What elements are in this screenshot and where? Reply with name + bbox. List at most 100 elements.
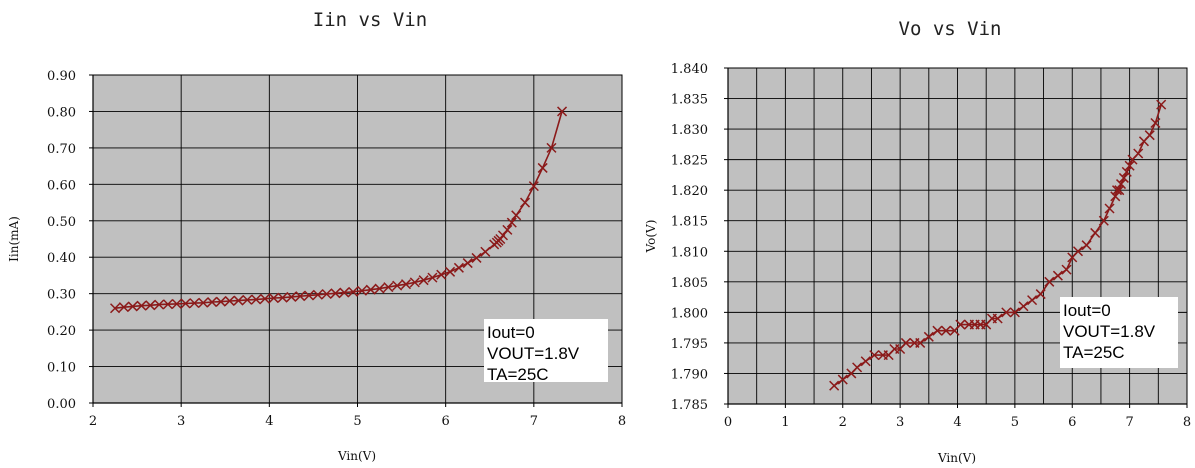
data-point <box>557 106 568 117</box>
data-point <box>215 296 226 307</box>
data-point <box>519 197 531 208</box>
data-point-marker <box>348 286 359 297</box>
data-point-marker <box>537 162 548 173</box>
data-point <box>1150 117 1161 129</box>
data-point-marker <box>502 224 513 235</box>
y-tick-label: 1.790 <box>671 367 708 382</box>
data-point-marker <box>1110 191 1121 202</box>
data-point-marker <box>365 284 376 295</box>
data-point <box>1027 295 1038 306</box>
data-point-marker <box>303 290 315 301</box>
x-tick-label: 4 <box>953 415 961 430</box>
data-point <box>860 356 871 367</box>
data-point-marker <box>206 297 218 308</box>
data-point <box>546 142 557 153</box>
data-point-marker <box>1111 185 1123 196</box>
x-axis-label: Vin(V) <box>937 451 976 465</box>
data-point <box>480 246 491 257</box>
data-point-marker <box>932 325 943 336</box>
data-point <box>277 292 288 303</box>
data-point <box>1009 307 1020 318</box>
data-point <box>180 298 191 309</box>
annotation-line: VOUT=1.8V <box>1063 322 1156 341</box>
data-point <box>1115 179 1127 190</box>
data-point <box>198 297 209 308</box>
data-point <box>321 289 332 300</box>
data-point-marker <box>1027 295 1038 306</box>
data-point <box>1018 301 1029 312</box>
data-point <box>852 362 863 373</box>
data-point-marker <box>992 313 1003 324</box>
data-point <box>1144 130 1155 141</box>
annotation-line: VOUT=1.8V <box>487 344 580 363</box>
data-point <box>462 258 473 269</box>
data-point-marker <box>259 293 270 304</box>
data-point-marker <box>224 295 235 306</box>
data-point-marker <box>268 293 279 304</box>
x-axis-label: Vin(V) <box>337 449 376 463</box>
data-point-marker <box>955 319 966 330</box>
y-tick-label: 0.80 <box>47 105 76 120</box>
data-point-marker <box>1098 215 1109 226</box>
y-tick-label: 1.825 <box>671 154 708 169</box>
data-point-marker <box>1009 307 1020 318</box>
x-tick-label: 2 <box>89 414 97 429</box>
y-tick-label: 1.840 <box>671 62 708 77</box>
data-point <box>1090 227 1101 238</box>
data-point <box>1061 264 1072 275</box>
data-point-marker <box>860 356 871 367</box>
data-point-marker <box>1144 130 1155 141</box>
data-point <box>383 282 394 293</box>
data-point <box>1035 289 1046 300</box>
data-point-marker <box>427 272 438 283</box>
data-point-marker <box>392 280 403 291</box>
data-point <box>453 262 464 273</box>
data-point <box>206 297 218 308</box>
data-point <box>1124 160 1135 171</box>
data-point <box>286 291 297 302</box>
data-point-marker <box>1118 172 1129 183</box>
data-point-marker <box>471 252 482 263</box>
data-point <box>1001 307 1012 318</box>
data-point <box>136 300 147 311</box>
y-tick-label: 0.50 <box>47 215 76 230</box>
data-point-marker <box>356 285 367 296</box>
data-point-marker <box>383 282 394 293</box>
data-point <box>392 280 403 291</box>
data-point-marker <box>127 301 138 312</box>
data-point-marker <box>171 298 182 309</box>
annotation-box: Iout=0 VOUT=1.8V TA=25C <box>1060 297 1178 368</box>
data-point-marker <box>511 210 522 221</box>
y-tick-label: 1.800 <box>671 306 708 321</box>
data-point-marker <box>436 269 447 280</box>
x-tick-label: 7 <box>1125 415 1133 430</box>
data-point <box>251 294 262 305</box>
y-tick-label: 0.20 <box>47 324 76 339</box>
y-tick-label: 0.40 <box>47 251 76 266</box>
data-point-marker <box>480 246 491 257</box>
data-point <box>528 181 539 192</box>
data-point-marker <box>321 289 332 300</box>
data-point <box>1111 185 1123 196</box>
data-point-marker <box>154 299 165 310</box>
data-point <box>242 294 253 305</box>
x-tick-label: 3 <box>896 415 904 430</box>
data-point-marker <box>1156 99 1167 110</box>
data-point-marker <box>409 277 420 288</box>
chart-title: Iin vs Vin <box>313 9 427 31</box>
y-tick-label: 1.830 <box>671 123 708 138</box>
data-point-marker <box>837 374 848 385</box>
data-point-marker <box>374 283 385 294</box>
annotation-background <box>484 319 608 382</box>
data-point <box>837 374 848 385</box>
data-point-marker <box>546 142 557 153</box>
annotation-background <box>1060 297 1178 368</box>
data-point-marker <box>1090 227 1101 238</box>
x-tick-label: 8 <box>618 414 626 429</box>
chart-title: Vo vs Vin <box>899 18 1002 40</box>
data-point <box>955 319 966 330</box>
data-point-marker <box>251 294 262 305</box>
data-point-marker <box>118 302 129 313</box>
data-point <box>145 300 156 311</box>
data-point <box>436 269 447 280</box>
